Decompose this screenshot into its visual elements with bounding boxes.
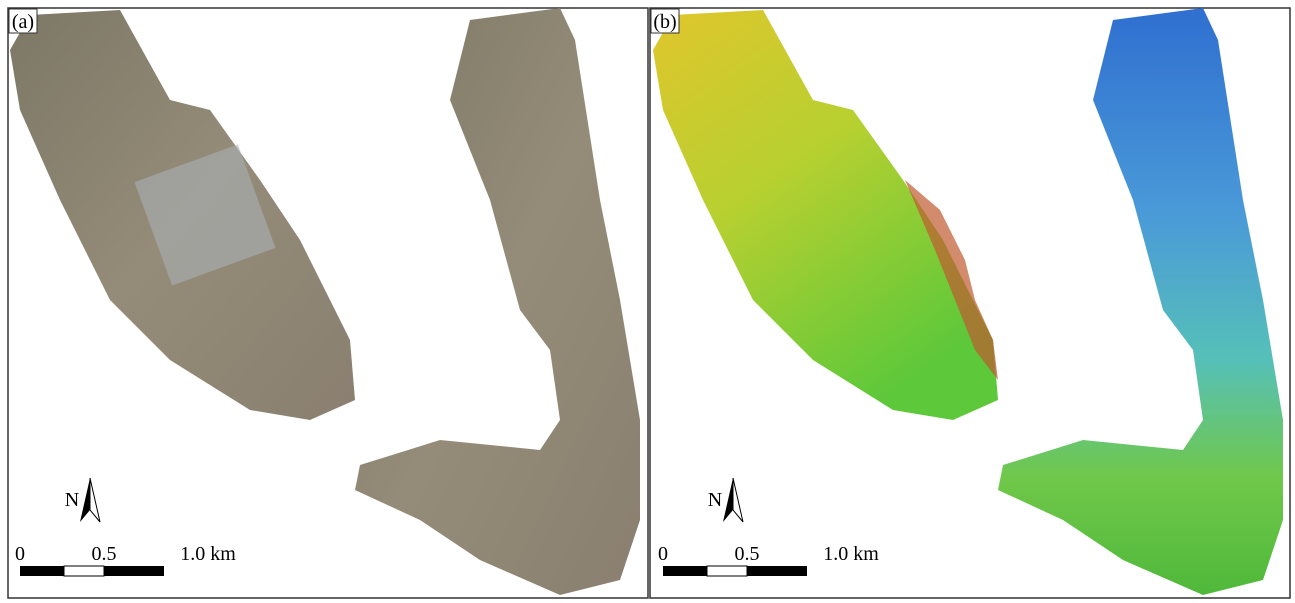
orthophoto-area xyxy=(355,8,640,595)
panel-label: (a) xyxy=(12,11,34,33)
scale-bar xyxy=(707,566,747,576)
panel-a: (a) N 0 0.5 1.0 km xyxy=(8,8,648,598)
scale-bar xyxy=(663,566,707,576)
scale-label: 1.0 km xyxy=(823,543,879,565)
scale-label: 0.5 xyxy=(735,543,760,565)
north-arrow xyxy=(733,478,743,522)
panel-b: (b) N 0 0.5 1.0 km xyxy=(650,8,1290,598)
scale-bar xyxy=(104,566,164,576)
dem-area xyxy=(998,8,1283,595)
north-arrow xyxy=(80,478,90,522)
scale-bar xyxy=(64,566,104,576)
dem-area xyxy=(653,10,998,420)
north-arrow xyxy=(723,478,733,522)
north-arrow xyxy=(90,478,100,522)
scale-label: 0 xyxy=(15,543,25,565)
figure: (a) N 0 0.5 1.0 km (b) N 0 0.5 1.0 km xyxy=(0,0,1295,603)
scale-bar xyxy=(20,566,64,576)
panel-label: (b) xyxy=(653,11,676,33)
scale-bar xyxy=(747,566,807,576)
scale-label: 0 xyxy=(658,543,668,565)
scale-label: 0.5 xyxy=(92,543,117,565)
north-label: N xyxy=(65,489,79,511)
scale-label: 1.0 km xyxy=(180,543,236,565)
north-label: N xyxy=(708,489,722,511)
